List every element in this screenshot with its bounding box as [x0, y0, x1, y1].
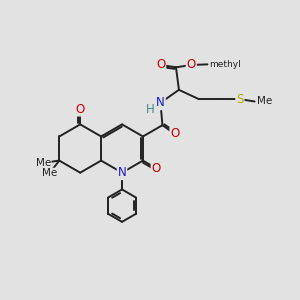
Text: N: N [156, 96, 165, 109]
Text: H: H [146, 103, 155, 116]
Text: S: S [236, 93, 244, 106]
Text: Me: Me [36, 158, 51, 168]
Text: O: O [152, 162, 161, 175]
Text: O: O [170, 128, 180, 140]
Text: Me: Me [257, 97, 272, 106]
Text: methyl: methyl [210, 60, 241, 69]
Text: N: N [118, 166, 126, 179]
Text: Me: Me [42, 168, 57, 178]
Text: O: O [76, 103, 85, 116]
Text: O: O [156, 58, 165, 71]
Text: O: O [187, 58, 196, 71]
